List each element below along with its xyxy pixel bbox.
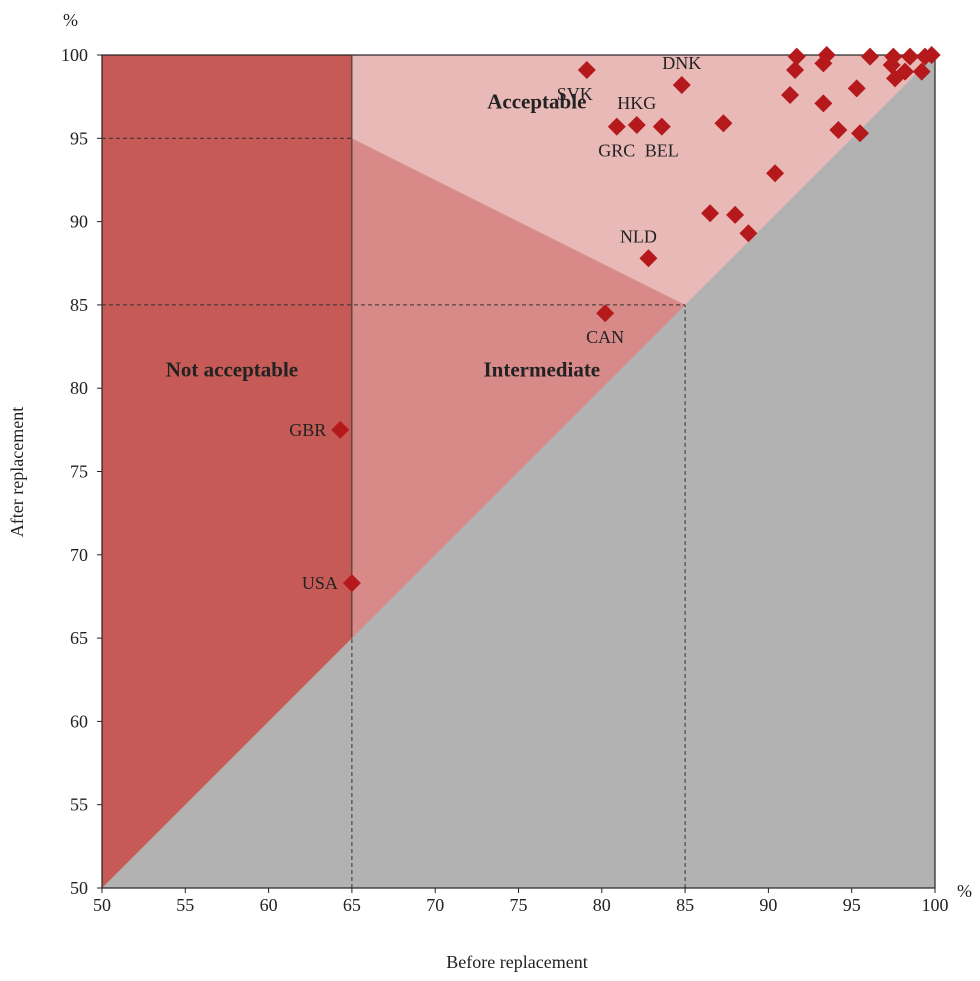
data-point-svk [577,60,596,79]
point-label-svk: SVK [557,84,593,104]
y-tick-label: 50 [70,878,88,898]
y-tick-label: 55 [70,795,88,815]
data-point [714,114,733,133]
data-point [901,47,920,66]
data-point [896,62,915,81]
data-point-dnk [672,75,691,94]
data-point [787,47,806,66]
y-axis-ticks: 50 55 60 65 70 75 80 85 90 95 100 [61,45,102,898]
data-points [331,46,941,593]
x-tick-label: 85 [676,895,694,915]
data-point [861,47,880,66]
region-not-acceptable [102,55,352,888]
data-point [766,164,785,183]
x-tick-label: 95 [843,895,861,915]
point-label-hkg: HKG [617,93,656,113]
x-axis-title: Before replacement [446,952,587,972]
data-point [786,60,805,79]
point-label-grc: GRC [598,141,635,161]
data-point-can [596,304,615,323]
y-tick-label: 100 [61,45,88,65]
data-point [829,120,848,139]
region-label-acceptable: Acceptable [487,89,586,113]
data-point-bel [652,117,671,136]
y-tick-label: 65 [70,628,88,648]
point-label-nld: NLD [620,226,657,246]
x-tick-label: 75 [510,895,528,915]
x-tick-label: 50 [93,895,111,915]
y-tick-label: 60 [70,711,88,731]
y-tick-label: 75 [70,462,88,482]
y-tick-label: 70 [70,545,88,565]
point-label-can: CAN [586,327,624,347]
data-point [701,204,720,223]
y-tick-label: 80 [70,378,88,398]
data-point [884,47,903,66]
y-tick-label: 85 [70,295,88,315]
point-label-dnk: DNK [662,53,701,73]
data-point-usa [342,574,361,593]
data-point-grc [607,117,626,136]
y-tick-label: 95 [70,128,88,148]
x-tick-label: 60 [260,895,278,915]
data-point [726,205,745,224]
x-tick-label: 90 [759,895,777,915]
point-label-bel: BEL [645,141,679,161]
point-label-gbr: GBR [289,420,326,440]
point-label-usa: USA [302,573,338,593]
data-point-gbr [331,420,350,439]
data-point [882,55,901,74]
x-tick-label: 80 [593,895,611,915]
y-tick-label: 90 [70,212,88,232]
data-point [847,79,866,98]
data-point [814,94,833,113]
data-point [912,62,931,81]
x-tick-label: 100 [922,895,949,915]
data-point-hkg [627,115,646,134]
data-point [817,46,836,64]
region-acceptable [351,55,935,305]
region-label-not-acceptable: Not acceptable [166,358,298,382]
regions-layer [102,55,935,888]
point-labels: GBR USA CAN NLD SVK HKG GRC BEL DNK [289,53,701,593]
x-tick-label: 65 [343,895,361,915]
data-point [922,46,941,64]
data-point-nld [639,249,658,268]
x-tick-label: 55 [176,895,194,915]
data-point [739,224,758,243]
x-unit-label: % [957,881,972,901]
data-point [781,85,800,104]
region-labels: Not acceptable Intermediate Acceptable [166,89,600,381]
y-axis-title: After replacement [7,407,27,537]
y-unit-label: % [63,10,78,30]
data-point [851,124,870,143]
x-axis-ticks: 50 55 60 65 70 75 80 85 90 95 100 [93,888,949,915]
region-label-intermediate: Intermediate [484,358,601,382]
x-tick-label: 70 [426,895,444,915]
